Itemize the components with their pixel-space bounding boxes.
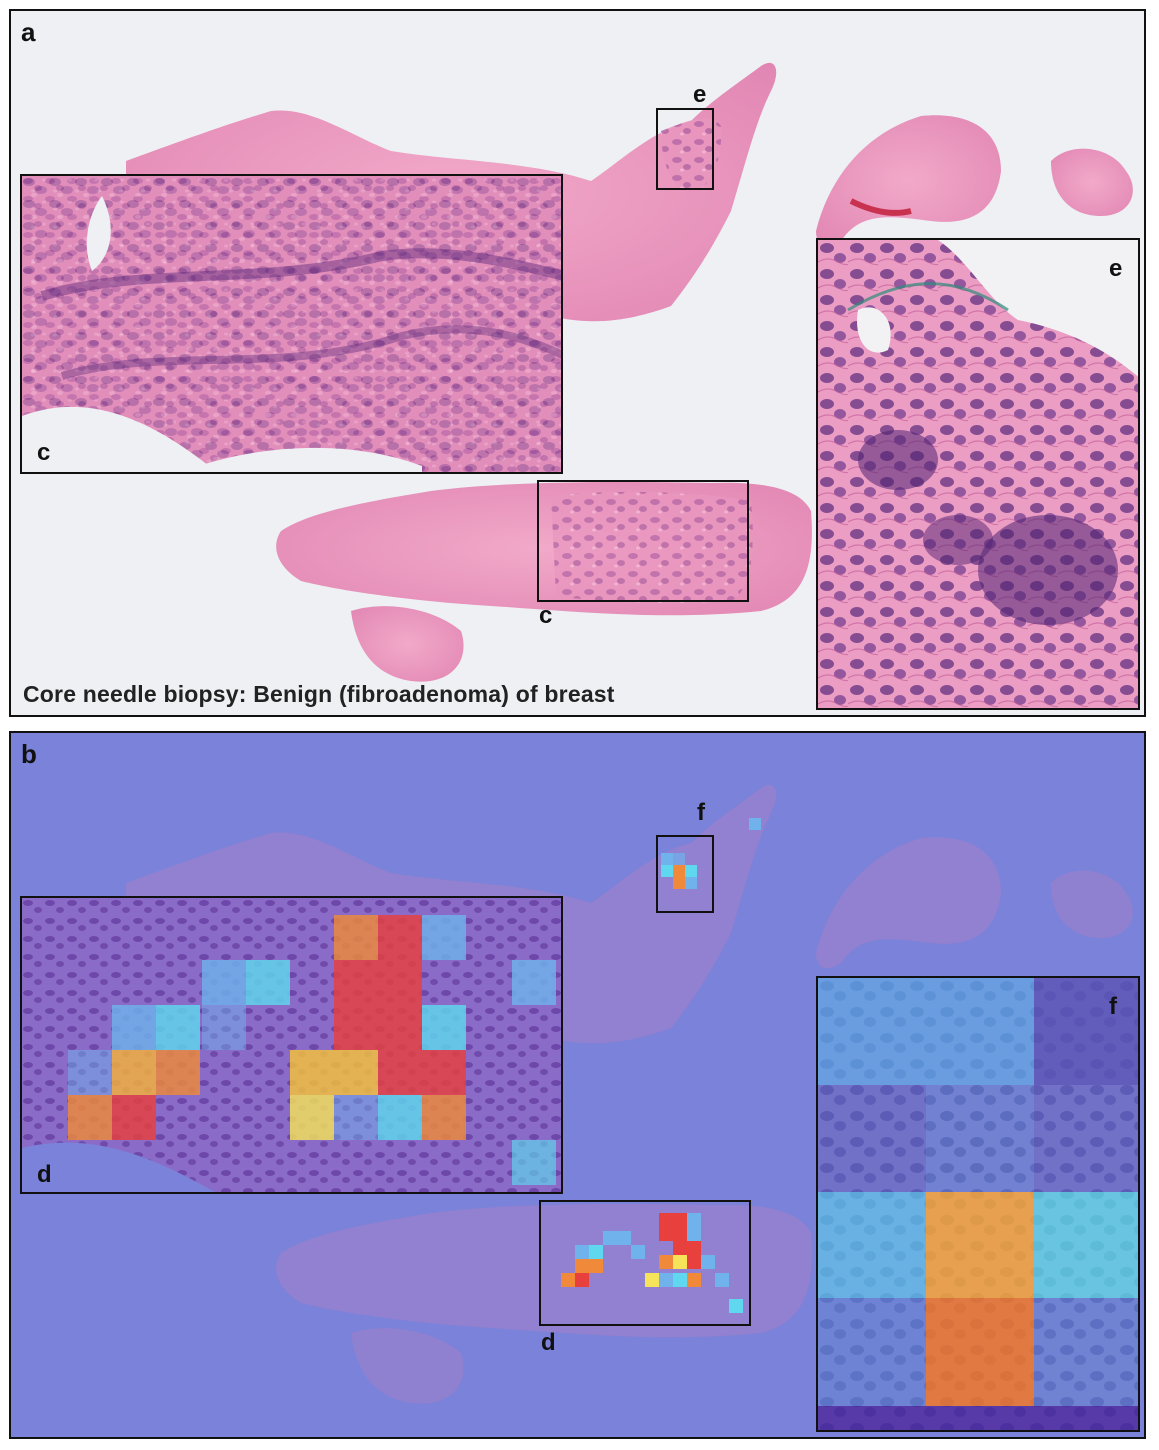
region-label-f: f: [697, 799, 705, 826]
tissue-fragment-far-right: [1051, 148, 1133, 216]
heatmap-inset-d: [20, 896, 563, 1194]
inset-label-f: f: [1109, 993, 1117, 1020]
heatmap-inset-f-image: [818, 978, 1138, 1430]
panel-b-heatmap: b: [9, 731, 1146, 1439]
panel-letter-a: a: [21, 17, 36, 47]
tissue-cluster-e-source: [661, 118, 722, 196]
inset-label-e: e: [1109, 255, 1123, 282]
zoom-inset-c: [20, 174, 563, 474]
region-box-f: [656, 835, 714, 913]
heatmap-inset-d-image: [22, 898, 561, 1192]
heat-tissue-far-right: [1051, 870, 1133, 938]
heat-tiles-region-f: [661, 818, 761, 889]
slide-caption: Core needle biopsy: Benign (fibroadenoma…: [23, 681, 615, 707]
blood-streak: [849, 198, 912, 216]
inset-label-d: d: [37, 1161, 52, 1188]
region-box-e: [656, 108, 714, 190]
region-label-d: d: [541, 1329, 556, 1356]
tissue-fragment-upper-right: [816, 115, 1001, 247]
zoom-inset-e-image: [818, 240, 1138, 708]
region-box-c: [537, 480, 749, 602]
heatmap-inset-f: [816, 976, 1140, 1432]
tissue-fragment-bottom: [351, 606, 464, 682]
zoom-inset-c-image: [22, 176, 561, 472]
inset-label-c: c: [37, 439, 51, 466]
region-label-e: e: [693, 81, 707, 108]
zoom-inset-e: [816, 238, 1140, 710]
heat-tiles-region-d: [561, 1213, 743, 1313]
panel-a-histology: a c e c e Core needle biopsy: Benign (fi: [9, 9, 1146, 717]
region-box-d: [539, 1200, 751, 1326]
panel-letter-b: b: [21, 739, 37, 769]
tissue-region-c-source: [551, 491, 753, 604]
heat-tissue-upper-right: [816, 837, 1001, 969]
heat-tissue-bottom: [351, 1328, 464, 1404]
region-label-c: c: [539, 602, 553, 629]
